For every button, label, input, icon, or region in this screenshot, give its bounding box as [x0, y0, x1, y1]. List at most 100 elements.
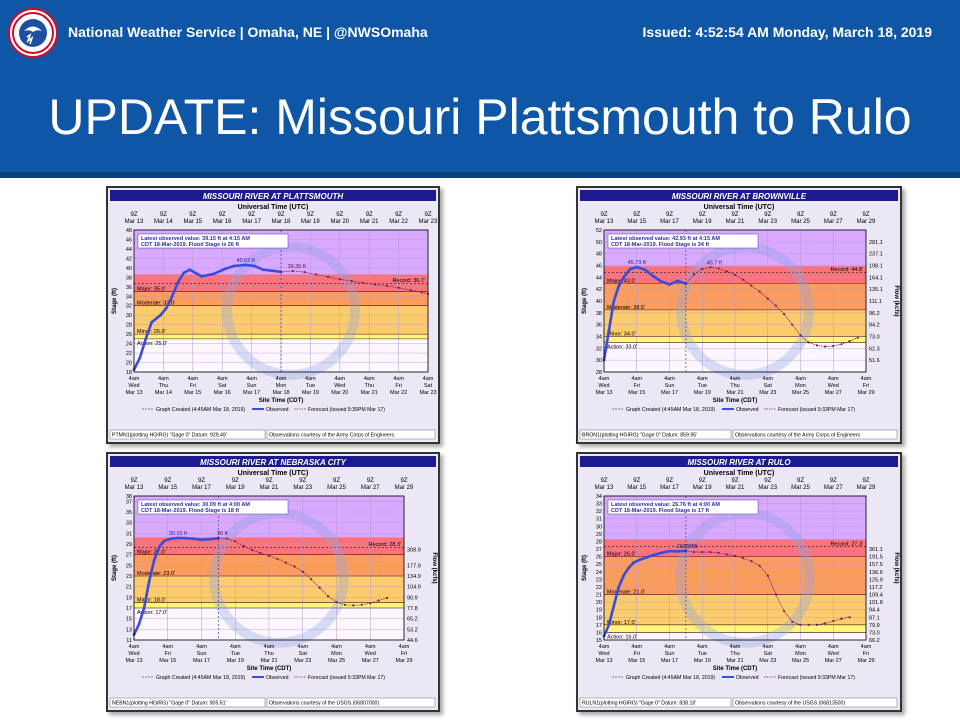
footer-left-box — [109, 697, 266, 708]
site-tick-date: Mar 27 — [825, 658, 842, 664]
y-tick-label: 16 — [596, 630, 602, 636]
forecast-point — [791, 323, 794, 326]
utc-tick-label: 9Z — [299, 478, 306, 484]
observed-point — [676, 549, 680, 553]
observed-point — [138, 356, 142, 360]
utc-tick-date: Mar 21 — [726, 219, 745, 225]
forecast-point — [692, 273, 696, 276]
observed-point — [244, 263, 248, 267]
site-tick-day: Thu — [264, 651, 273, 657]
forecast-point — [234, 540, 237, 543]
y-tick-label: 38 — [596, 311, 602, 317]
utc-tick-label: 9Z — [666, 478, 673, 484]
observed-point — [651, 274, 655, 278]
y-tick-label: 28 — [596, 539, 602, 545]
site-tick-day: Wed — [365, 651, 376, 657]
y-tick-label: 50 — [596, 240, 602, 246]
observed-point — [617, 585, 621, 589]
utc-tick-label: 9Z — [219, 212, 226, 218]
y-tick-label: 37 — [126, 499, 132, 505]
site-tick-day: Thu — [730, 651, 739, 657]
y-tick-label: 42 — [126, 256, 132, 262]
forecast-point — [284, 561, 287, 564]
site-tick-day: Wed — [334, 383, 345, 389]
flood-stage-text: CDT 18-Mar-2019. Flood Stage is 18 ft — [141, 508, 239, 514]
y-tick-label: 19 — [596, 608, 602, 614]
utc-tick-date: Mar 20 — [330, 219, 349, 225]
forecast-point — [326, 275, 330, 278]
utc-tick-label: 9Z — [277, 212, 284, 218]
forecast-point — [783, 312, 786, 316]
site-tick-date: Mar 13 — [125, 658, 142, 664]
forecast-point — [303, 271, 306, 274]
site-tick-time: 4am — [158, 376, 169, 382]
observed-point — [645, 555, 648, 559]
site-tick-day: Fri — [395, 383, 401, 389]
site-tick-day: Fri — [634, 383, 640, 389]
observed-point — [617, 284, 621, 288]
action-stage-label: Action: 33.0' — [607, 344, 637, 350]
observed-point — [668, 549, 671, 553]
forecast-point — [823, 622, 827, 625]
hydrograph-plattsmouth[interactable]: MISSOURI RIVER AT PLATTSMOUTH Universal T… — [106, 186, 440, 444]
site-tick-day: Thu — [159, 383, 168, 389]
legend-created-label: Graph Created (4:45AM Mar 18, 2019) — [626, 675, 715, 681]
forecast-point — [774, 593, 778, 596]
hydrograph-rulo[interactable]: MISSOURI RIVER AT RULO Universal Time (UT… — [576, 452, 902, 712]
observed-point — [150, 320, 154, 324]
y-tick-label: 27 — [596, 547, 602, 553]
site-tick-day: Sun — [665, 651, 675, 657]
utc-tick-label: 9Z — [797, 212, 804, 218]
forecast-point — [421, 291, 424, 294]
utc-tick-label: 9Z — [764, 478, 771, 484]
observed-point — [651, 553, 655, 557]
chart-title: MISSOURI RIVER AT RULO — [687, 458, 791, 467]
forecast-point — [783, 610, 786, 613]
hydrograph-brownville[interactable]: MISSOURI RIVER AT BROWNVILLE Universal Ti… — [576, 186, 902, 444]
y-tick-label: 18 — [596, 615, 602, 621]
forecast-point — [701, 550, 704, 554]
flow-axis-label: Flow (kcfs) — [431, 552, 437, 583]
site-tick-day: Wed — [828, 651, 839, 657]
utc-tick-label: 9Z — [862, 478, 869, 484]
site-tick-date: Mar 15 — [628, 390, 645, 396]
hydrograph-svg: MISSOURI RIVER AT RULO Universal Time (UT… — [578, 454, 900, 710]
y-tick-label: 42 — [596, 287, 602, 293]
y-tick-label: 48 — [126, 228, 132, 234]
utc-tick-date: Mar 19 — [301, 219, 320, 225]
site-tick-day: Fri — [863, 651, 869, 657]
site-tick-day: Wed — [598, 383, 609, 389]
hydrograph-nebraska-city[interactable]: MISSOURI RIVER AT NEBRASKA CITY Universal… — [106, 452, 440, 712]
y-tick-label: 22 — [126, 351, 132, 357]
footer-left-box — [579, 697, 732, 708]
y-tick-label: 31 — [126, 531, 132, 537]
site-tick-day: Sat — [764, 651, 773, 657]
observed-point — [200, 538, 203, 542]
legend-forecast-label: Forecast (issued 9:33PM Mar 17) — [778, 675, 855, 681]
site-tick-date: Mar 16 — [214, 390, 231, 396]
forecast-point — [709, 266, 712, 269]
y-tick-label: 48 — [596, 252, 602, 258]
site-tick-day: Mon — [331, 651, 342, 657]
observed-point — [659, 551, 663, 555]
forecast-point — [386, 596, 389, 599]
utc-tick-date: Mar 25 — [791, 219, 810, 225]
latest-observed-box — [137, 233, 289, 249]
forecast-point — [360, 603, 363, 606]
site-tick-time: 4am — [264, 644, 275, 650]
utc-tick-date: Mar 15 — [627, 219, 646, 225]
utc-tick-date: Mar 21 — [260, 485, 279, 491]
utc-tick-date: Mar 21 — [726, 485, 745, 491]
site-tick-date: Mar 27 — [362, 658, 379, 664]
forecast-crest-label: 45.7 ft — [707, 260, 723, 266]
site-tick-time: 4am — [795, 644, 806, 650]
y-tick-label: 24 — [126, 342, 132, 348]
site-tick-time: 4am — [599, 376, 610, 382]
observed-point — [622, 275, 626, 279]
y-tick-label: 23 — [126, 574, 132, 580]
site-tick-time: 4am — [631, 644, 642, 650]
flow-tick-label: 73.0 — [869, 335, 880, 341]
observed-point — [643, 268, 647, 272]
observed-point — [144, 337, 148, 341]
issued-timestamp: Issued: 4:52:54 AM Monday, March 18, 201… — [642, 24, 932, 40]
